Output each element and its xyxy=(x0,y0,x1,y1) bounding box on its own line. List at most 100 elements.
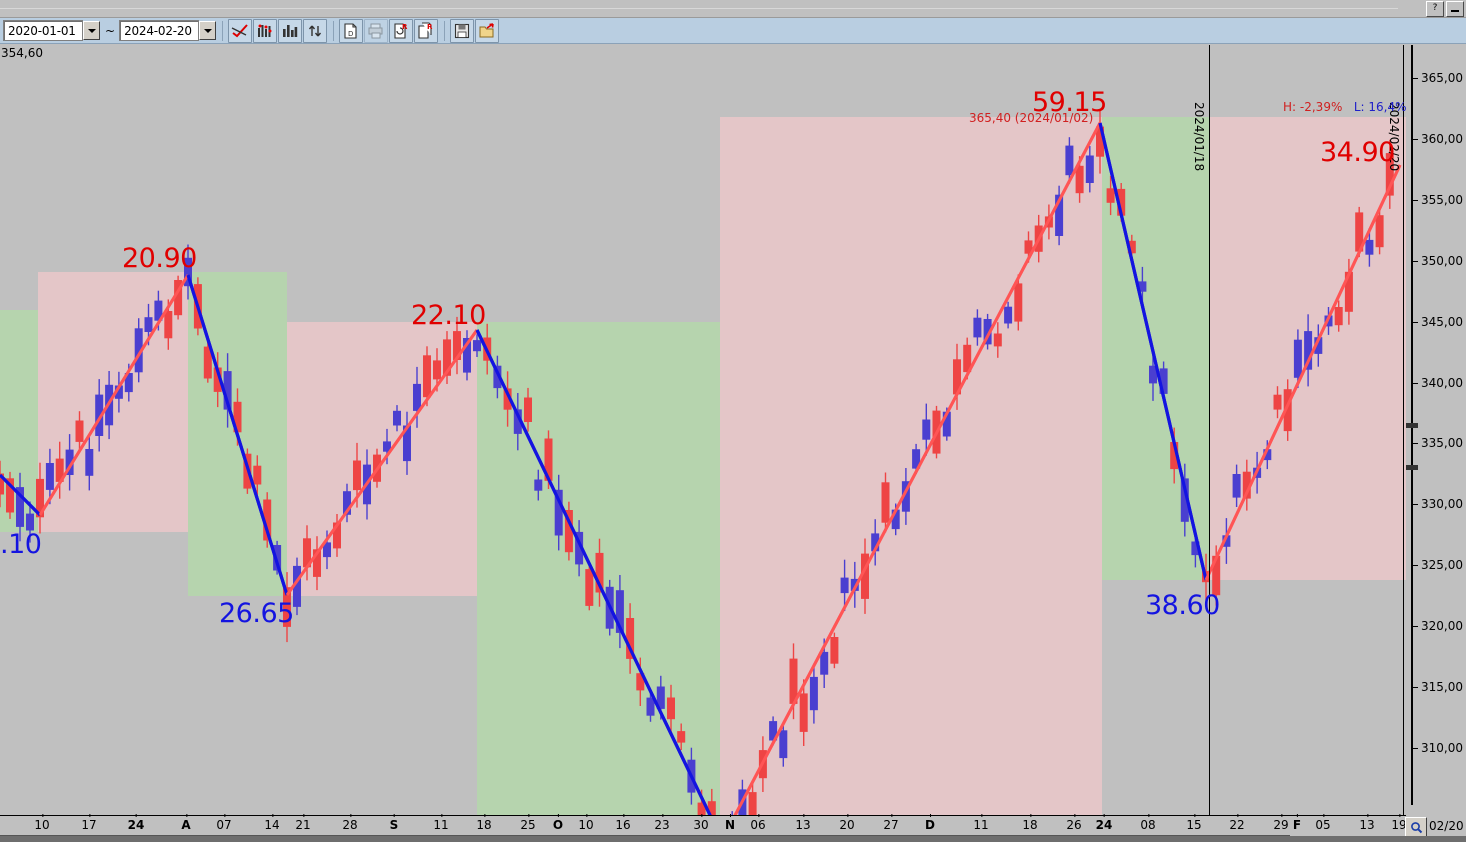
date-tick: 17 xyxy=(81,814,97,832)
date-tick: 19 xyxy=(1391,814,1407,832)
price-tick: 330,00 xyxy=(1411,497,1463,511)
date-tick: 10 xyxy=(34,814,50,832)
svg-text:R: R xyxy=(427,23,433,31)
high-label: H: xyxy=(1283,100,1297,114)
date-tick: D xyxy=(925,814,935,832)
trendline-tool-button[interactable] xyxy=(228,18,253,43)
svg-text:D: D xyxy=(348,30,353,38)
chevron-down-icon xyxy=(203,28,212,33)
swing-value-label: 59.15 xyxy=(1032,87,1107,118)
main-toolbar: 2020-01-01 ~ 2024-02-20 xyxy=(0,18,1466,44)
date-tick: 24 xyxy=(128,814,144,832)
price-tick: 335,00 xyxy=(1411,436,1463,450)
current-price-readout: 354,60 xyxy=(1,46,43,60)
date-tick: 06 xyxy=(750,814,766,832)
swing-value-label: .10 xyxy=(0,529,42,560)
date-tick: 22 xyxy=(1229,814,1245,832)
updown-arrows-button[interactable] xyxy=(303,18,328,43)
date-axis-line xyxy=(0,815,1406,816)
report-refresh-button[interactable]: R xyxy=(389,18,414,43)
date-tick: 18 xyxy=(1022,814,1038,832)
start-date-field[interactable]: 2020-01-01 xyxy=(3,20,83,41)
date-tick: 11 xyxy=(433,814,449,832)
date-tick: 11 xyxy=(973,814,989,832)
updown-arrows-icon xyxy=(309,25,322,36)
date-tick: S xyxy=(390,814,398,832)
new-document-button[interactable]: D xyxy=(339,18,364,43)
copy-report-button[interactable]: R xyxy=(414,18,439,43)
date-tick: 18 xyxy=(476,814,492,832)
high-low-readout: H: -2,39% L: 16,4% xyxy=(1283,100,1407,114)
swing-value-label: 22.10 xyxy=(411,300,486,331)
candlestick-signal-icon xyxy=(258,24,272,37)
date-tick: 15 xyxy=(1186,814,1202,832)
date-tick: 23 xyxy=(654,814,670,832)
chevron-down-icon xyxy=(87,28,96,33)
new-document-icon: D xyxy=(344,22,357,39)
date-tick: 14 xyxy=(264,814,280,832)
end-date-field[interactable]: 2024-02-20 xyxy=(119,20,200,41)
date-tick: 16 xyxy=(615,814,631,832)
zoom-button[interactable] xyxy=(1405,817,1427,837)
low-label: L: xyxy=(1353,100,1365,114)
cursor-line-jan18 xyxy=(1209,45,1210,815)
date-range-separator: ~ xyxy=(105,23,116,38)
bar-chart-button[interactable] xyxy=(278,18,303,43)
low-value: 16,4% xyxy=(1368,100,1407,114)
candlestick-series xyxy=(0,109,1402,815)
title-divider xyxy=(0,8,1398,9)
current-date-label: 02/20 xyxy=(1429,819,1464,833)
candlestick-signal-button[interactable] xyxy=(253,18,278,43)
toolbar-separator xyxy=(222,20,224,41)
price-tick: 345,00 xyxy=(1411,315,1463,329)
date-tick: 28 xyxy=(342,814,358,832)
date-tick: 13 xyxy=(795,814,811,832)
date-tick: F xyxy=(1293,814,1301,832)
chart-plot[interactable] xyxy=(0,45,1406,815)
swing-value-label: 38.60 xyxy=(1145,590,1220,621)
price-tick: 365,00 xyxy=(1411,71,1463,85)
bar-chart-icon xyxy=(283,24,298,37)
date-tick: 24 xyxy=(1096,814,1112,832)
date-tick: 10 xyxy=(578,814,594,832)
date-tick: 26 xyxy=(1066,814,1082,832)
swing-value-label: 20.90 xyxy=(122,243,197,274)
price-marker-low xyxy=(1406,465,1418,470)
save-button[interactable] xyxy=(450,18,475,43)
swing-value-label: 34.90 xyxy=(1320,137,1395,168)
chart-area[interactable]: 2024/01/18 2024/02/20 H: -2,39% L: 16,4%… xyxy=(0,45,1466,815)
date-tick: 20 xyxy=(839,814,855,832)
end-date-value: 2024-02-20 xyxy=(124,23,192,38)
open-folder-button[interactable] xyxy=(475,18,500,43)
end-date-dropdown-button[interactable] xyxy=(199,21,217,40)
date-tick: 13 xyxy=(1359,814,1375,832)
date-tick: N xyxy=(725,814,735,832)
price-axis: 365,00 360,00 355,00 350,00 345,00 340,00 335,… xyxy=(1406,45,1466,815)
magnifier-icon xyxy=(1410,821,1422,833)
help-button[interactable]: ? xyxy=(1426,1,1444,17)
high-value: -2,39% xyxy=(1299,100,1343,114)
print-icon xyxy=(368,23,383,38)
swing-value-label: 26.65 xyxy=(219,598,294,629)
copy-report-icon: R xyxy=(418,21,433,39)
date-tick: 27 xyxy=(883,814,899,832)
extreme-price-annotation: 365,40 (2024/01/02) xyxy=(969,111,1094,125)
date-tick: 05 xyxy=(1315,814,1331,832)
date-tick: O xyxy=(553,814,563,832)
trendline-tool-icon xyxy=(231,23,248,37)
date-tick: 07 xyxy=(216,814,232,832)
date-tick: 21 xyxy=(295,814,311,832)
save-icon xyxy=(455,23,470,38)
price-tick: 355,00 xyxy=(1411,193,1463,207)
start-date-dropdown-button[interactable] xyxy=(83,21,100,40)
price-tick: 325,00 xyxy=(1411,558,1463,572)
toolbar-separator xyxy=(333,20,335,41)
minimize-button[interactable] xyxy=(1446,1,1464,17)
date-tick: A xyxy=(181,814,191,832)
start-date-value: 2020-01-01 xyxy=(8,23,76,38)
price-tick: 340,00 xyxy=(1411,376,1463,390)
price-marker-high xyxy=(1406,423,1418,428)
bottom-strip xyxy=(0,836,1466,842)
date-tick: 08 xyxy=(1140,814,1156,832)
